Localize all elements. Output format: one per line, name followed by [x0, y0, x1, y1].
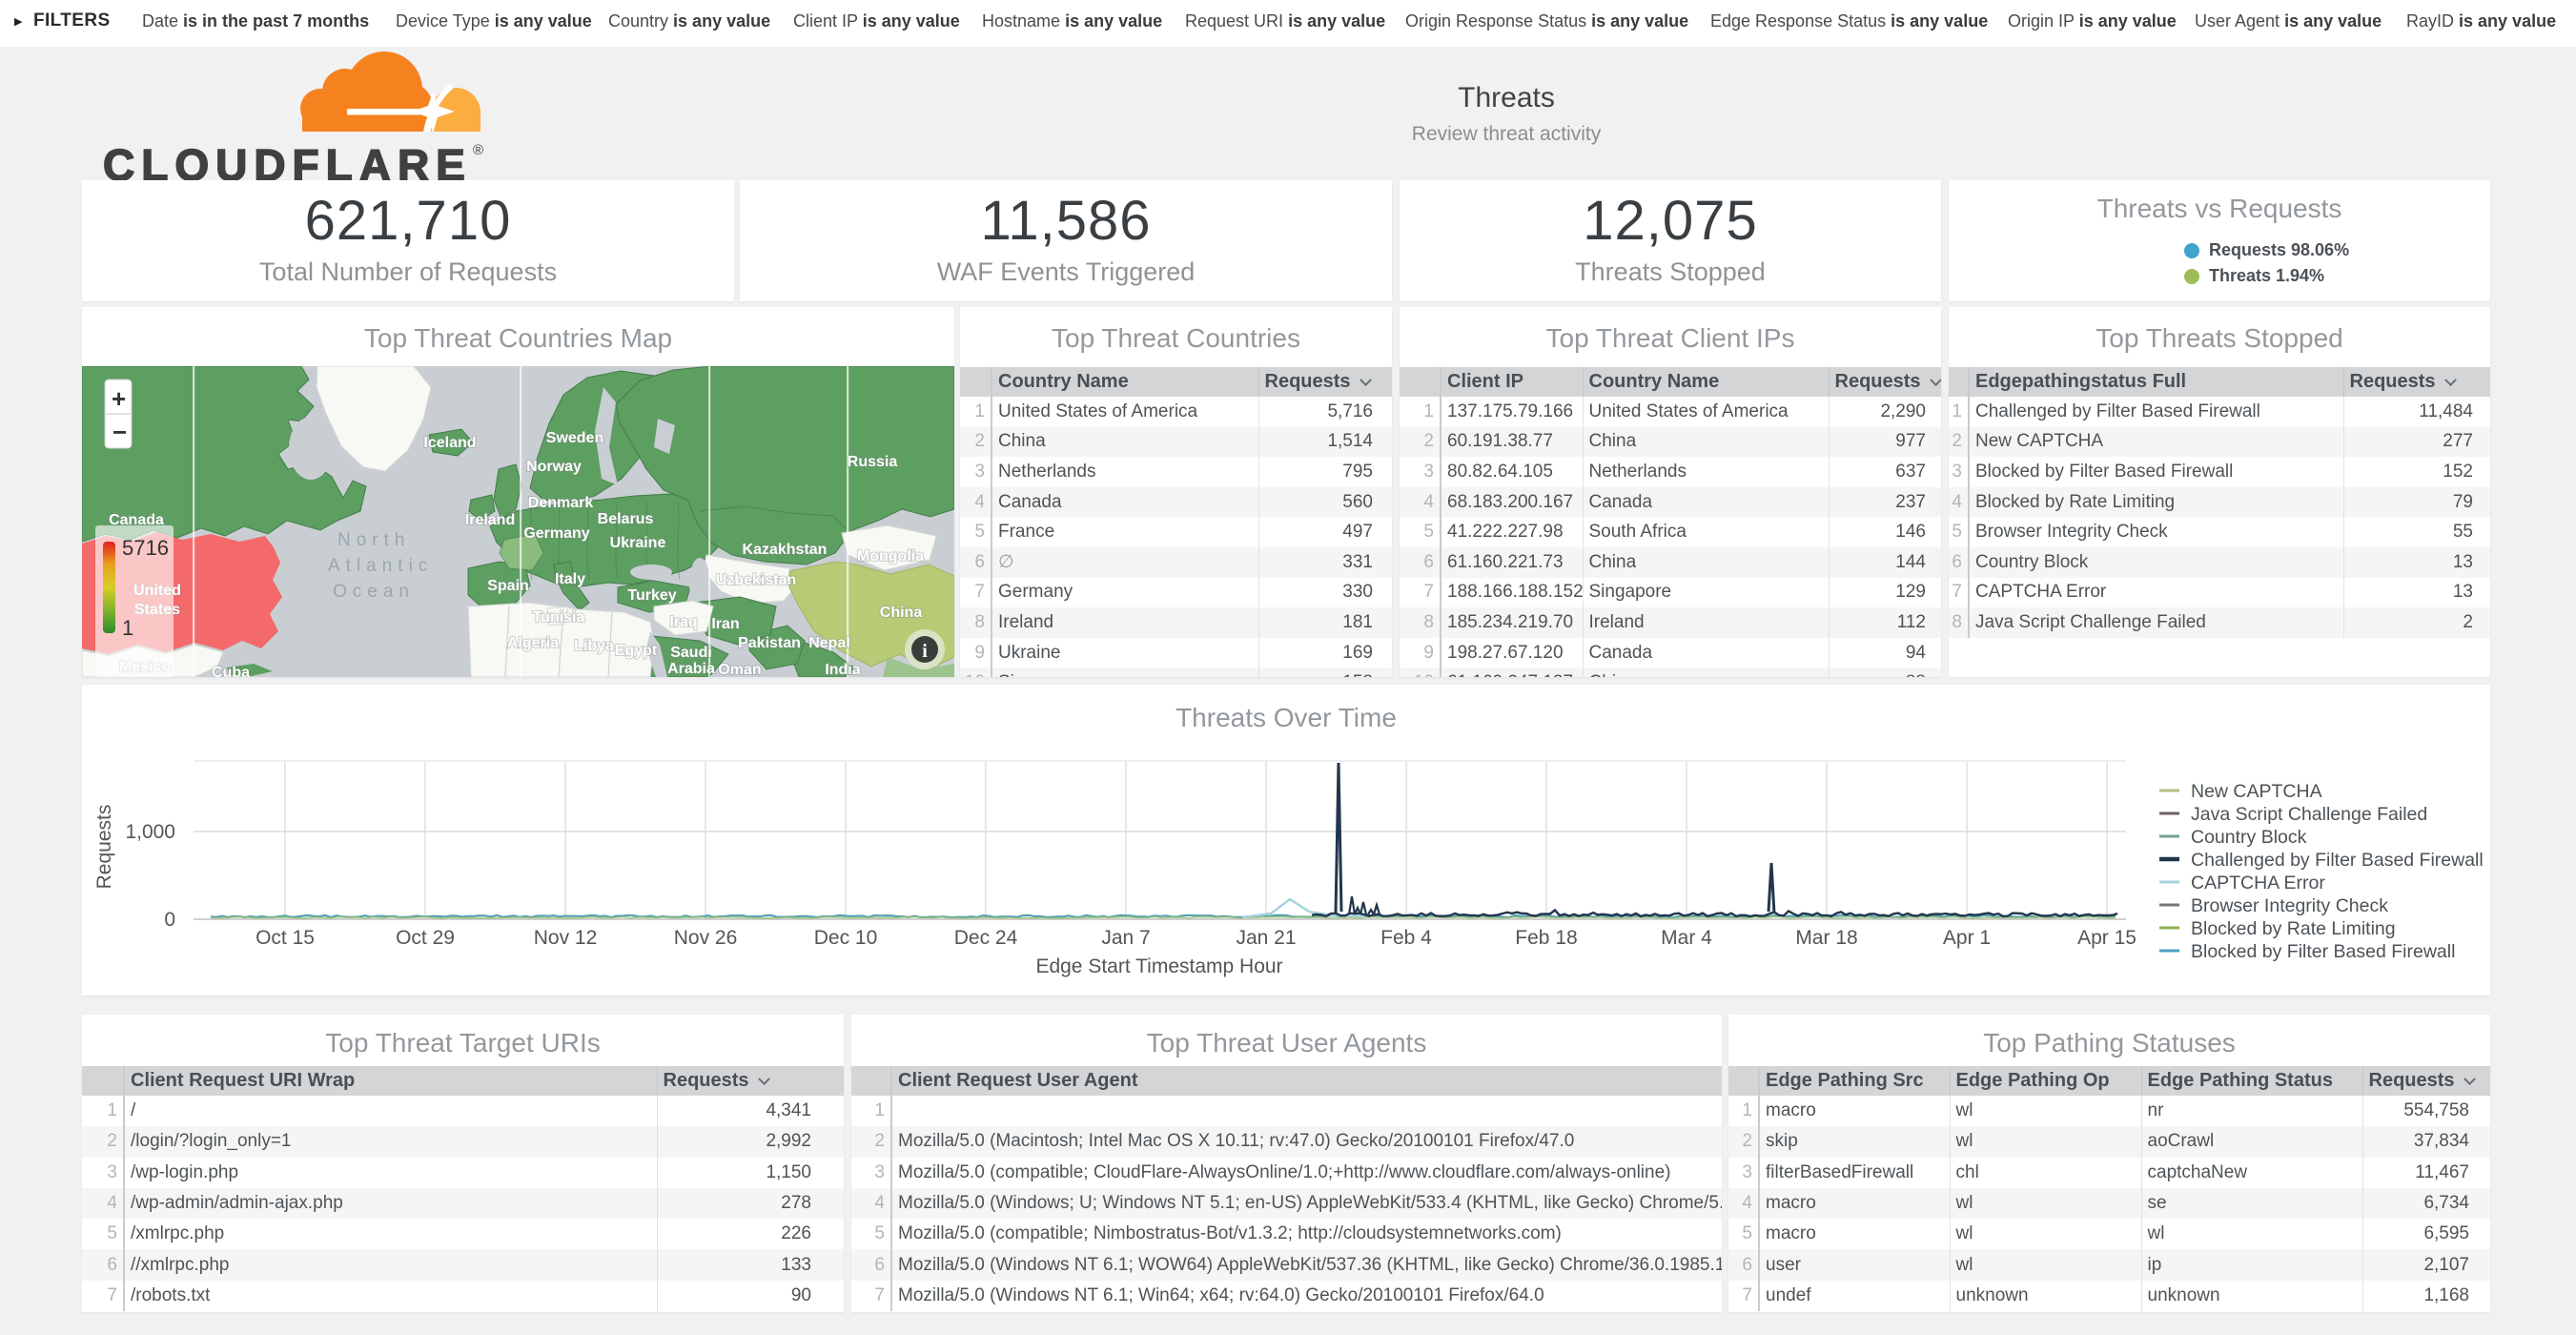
svg-text:1,000: 1,000 — [125, 821, 175, 843]
svg-text:Java Script Challenge Failed: Java Script Challenge Failed — [2191, 804, 2427, 825]
svg-text:0: 0 — [164, 909, 175, 931]
svg-text:Russia: Russia — [848, 454, 898, 470]
svg-text:Canada: Canada — [109, 512, 164, 528]
svg-text:Algeria: Algeria — [507, 635, 559, 651]
svg-text:Nov 26: Nov 26 — [674, 927, 738, 949]
svg-text:Saudi: Saudi — [670, 645, 712, 661]
svg-text:Kazakhstan: Kazakhstan — [743, 542, 828, 558]
svg-text:Feb 4: Feb 4 — [1380, 927, 1432, 949]
svg-text:Cuba: Cuba — [212, 665, 250, 677]
svg-text:Oct 15: Oct 15 — [256, 927, 315, 949]
svg-text:Feb 18: Feb 18 — [1515, 927, 1577, 949]
svg-text:Ukraine: Ukraine — [610, 535, 666, 551]
svg-text:−: − — [112, 418, 127, 446]
svg-text:Blocked by Rate Limiting: Blocked by Rate Limiting — [2191, 918, 2396, 939]
svg-text:Arabia: Arabia — [667, 661, 715, 677]
svg-text:Iceland: Iceland — [423, 435, 476, 451]
svg-text:Apr 1: Apr 1 — [1943, 927, 1991, 949]
svg-text:India: India — [825, 662, 860, 677]
svg-text:Ocean: Ocean — [333, 582, 415, 602]
svg-text:North: North — [337, 530, 410, 550]
svg-text:Sweden: Sweden — [546, 430, 603, 446]
svg-text:Blocked by Filter Based Firewa: Blocked by Filter Based Firewall — [2191, 941, 2455, 962]
svg-text:Browser Integrity Check: Browser Integrity Check — [2191, 895, 2388, 916]
svg-text:Spain: Spain — [487, 578, 529, 594]
svg-text:Tunisia: Tunisia — [533, 609, 585, 626]
svg-text:Uzbekistan: Uzbekistan — [716, 572, 796, 588]
svg-text:Nov 12: Nov 12 — [534, 927, 598, 949]
svg-text:Germany: Germany — [523, 525, 589, 542]
svg-text:1: 1 — [122, 616, 133, 640]
svg-text:Belarus: Belarus — [598, 511, 654, 527]
svg-text:Challenged by Filter Based Fir: Challenged by Filter Based Firewall — [2191, 850, 2484, 871]
svg-text:Denmark: Denmark — [528, 495, 594, 511]
svg-text:Oman: Oman — [718, 662, 761, 677]
svg-text:Country Block: Country Block — [2191, 827, 2307, 848]
svg-text:Jan 7: Jan 7 — [1101, 927, 1150, 949]
svg-text:Atlantic: Atlantic — [328, 556, 433, 576]
svg-text:Ireland: Ireland — [465, 512, 515, 528]
svg-text:5716: 5716 — [122, 536, 169, 560]
svg-text:Jan 21: Jan 21 — [1236, 927, 1296, 949]
svg-text:Edge Start Timestamp Hour: Edge Start Timestamp Hour — [1035, 955, 1282, 977]
svg-text:Mongolia: Mongolia — [857, 548, 924, 565]
svg-text:+: + — [112, 384, 126, 413]
svg-text:Requests: Requests — [93, 805, 115, 890]
svg-text:Iraq: Iraq — [669, 614, 697, 630]
svg-text:®: ® — [473, 142, 483, 158]
svg-text:China: China — [880, 605, 923, 621]
svg-text:CAPTCHA Error: CAPTCHA Error — [2191, 873, 2325, 893]
svg-text:Dec 10: Dec 10 — [814, 927, 878, 949]
svg-text:Iran: Iran — [711, 616, 739, 632]
svg-text:i: i — [922, 641, 928, 662]
svg-text:Norway: Norway — [526, 459, 582, 475]
svg-text:Turkey: Turkey — [627, 587, 676, 604]
svg-text:Mar 18: Mar 18 — [1795, 927, 1857, 949]
svg-text:Egypt: Egypt — [615, 643, 658, 659]
svg-text:Oct 29: Oct 29 — [396, 927, 455, 949]
svg-text:Mar 4: Mar 4 — [1661, 927, 1712, 949]
svg-text:Apr 15: Apr 15 — [2077, 927, 2136, 949]
svg-text:New CAPTCHA: New CAPTCHA — [2191, 781, 2322, 802]
svg-text:Dec 24: Dec 24 — [954, 927, 1018, 949]
svg-text:Italy: Italy — [555, 571, 585, 587]
svg-text:Pakistan: Pakistan — [738, 635, 801, 651]
svg-text:Libya: Libya — [574, 638, 614, 654]
svg-text:Nepal: Nepal — [808, 635, 850, 651]
